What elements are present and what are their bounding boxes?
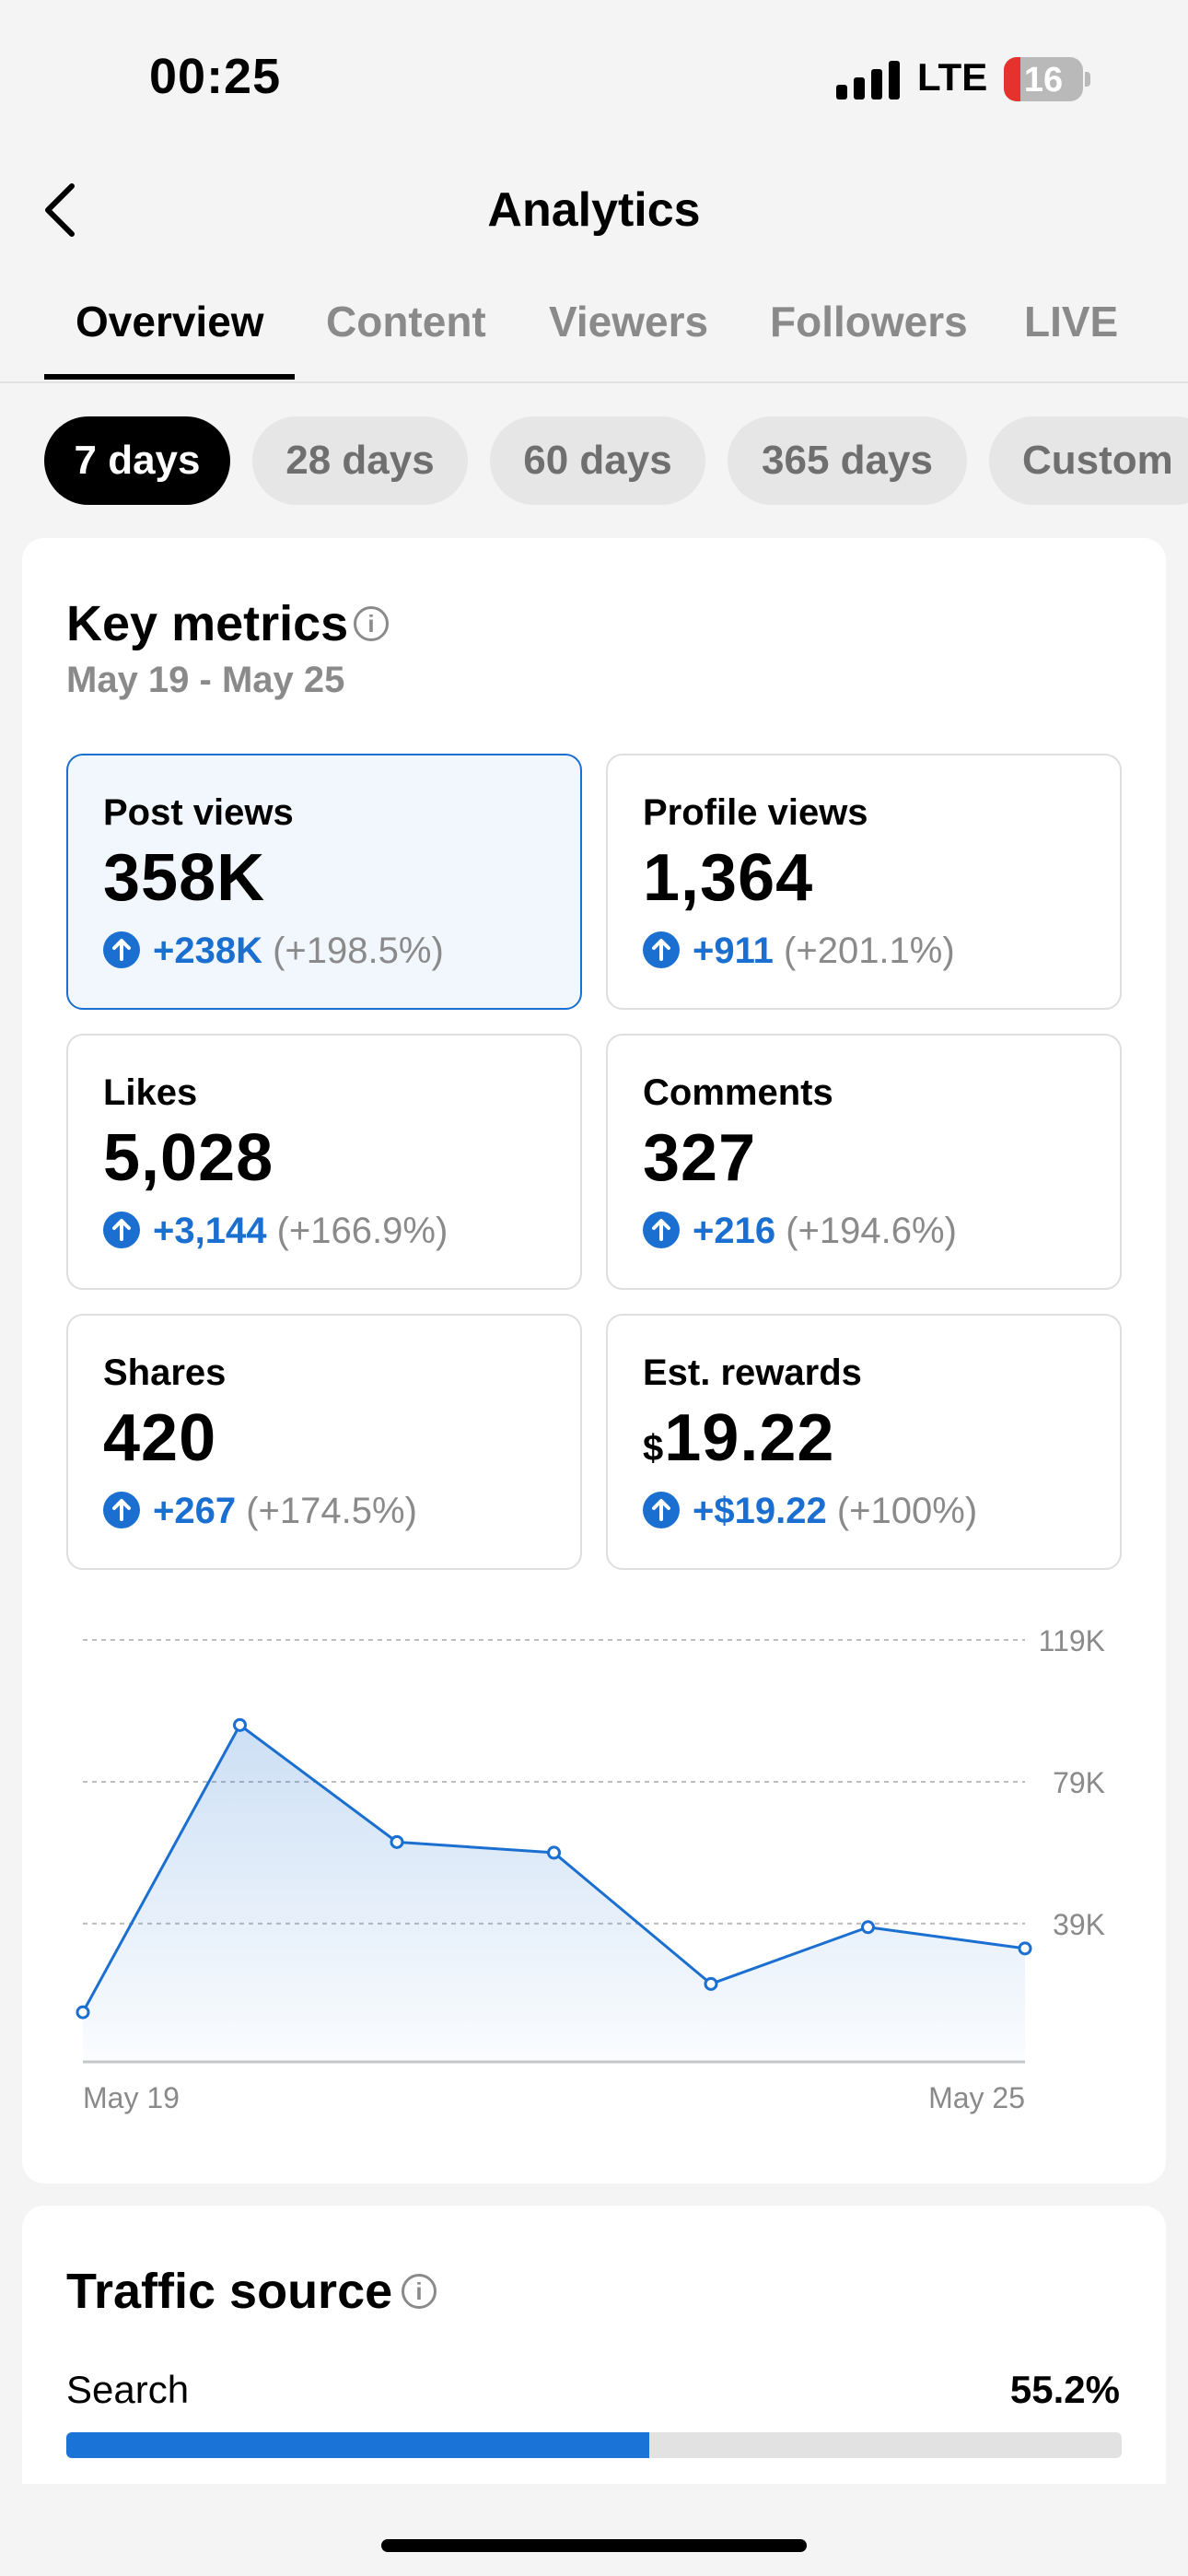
tab-content[interactable]: Content bbox=[326, 298, 486, 345]
x-tick-label: May 25 bbox=[928, 2081, 1025, 2114]
arrow-up-icon bbox=[103, 1492, 140, 1528]
metric-delta: +3,144 (+166.9%) bbox=[103, 1211, 448, 1252]
traffic-source-title: Traffic source bbox=[66, 2264, 393, 2319]
home-indicator[interactable] bbox=[381, 2539, 807, 2552]
tab-overview[interactable]: Overview bbox=[76, 298, 264, 345]
range-28-days[interactable]: 28 days bbox=[252, 416, 468, 505]
metric-value: 327 bbox=[643, 1121, 757, 1195]
arrow-up-icon bbox=[643, 1212, 680, 1248]
range-7-days[interactable]: 7 days bbox=[44, 416, 230, 505]
traffic-source-label: Search bbox=[66, 2368, 190, 2411]
post-views-chart[interactable]: 119K 79K 39K May 19 May 25 bbox=[55, 1603, 1142, 2119]
range-60-days[interactable]: 60 days bbox=[490, 416, 705, 505]
back-button[interactable] bbox=[41, 181, 81, 240]
data-point bbox=[390, 1834, 404, 1849]
metric-label: Est. rewards bbox=[643, 1352, 862, 1393]
metric-label: Post views bbox=[103, 792, 294, 833]
metric-delta: +911 (+201.1%) bbox=[643, 931, 955, 972]
battery-tip bbox=[1085, 72, 1090, 87]
metric-delta: +$19.22 (+100%) bbox=[643, 1491, 977, 1532]
tabs-divider bbox=[0, 381, 1188, 383]
metric-delta: +267 (+174.5%) bbox=[103, 1491, 417, 1532]
range-365-days[interactable]: 365 days bbox=[728, 416, 967, 505]
traffic-source-bar-fill bbox=[66, 2432, 649, 2458]
metric-delta-percent: (+166.9%) bbox=[276, 1211, 448, 1251]
metric-label: Comments bbox=[643, 1072, 833, 1113]
bottom-safe-area bbox=[0, 2484, 1188, 2576]
metric-delta: +238K (+198.5%) bbox=[103, 931, 444, 972]
y-tick-label: 79K bbox=[1053, 1766, 1105, 1799]
signal-strength-icon bbox=[836, 61, 901, 100]
metric-shares[interactable]: Shares 420 +267 (+174.5%) bbox=[66, 1314, 582, 1570]
metric-delta-value: +3,144 bbox=[153, 1211, 267, 1251]
battery-level: 16 bbox=[1023, 61, 1064, 100]
key-metrics-title: Key metrics bbox=[66, 595, 348, 652]
metric-delta-percent: (+194.6%) bbox=[786, 1211, 957, 1251]
metric-post-views[interactable]: Post views 358K +238K (+198.5%) bbox=[66, 754, 582, 1010]
metric-delta-value: +911 bbox=[693, 931, 774, 971]
tab-followers[interactable]: Followers bbox=[770, 298, 968, 345]
data-point bbox=[76, 2005, 90, 2020]
metric-value: 358K bbox=[103, 841, 266, 915]
metric-profile-views[interactable]: Profile views 1,364 +911 (+201.1%) bbox=[606, 754, 1122, 1010]
metric-label: Likes bbox=[103, 1072, 198, 1113]
page-title: Analytics bbox=[487, 183, 701, 237]
metric-value: 420 bbox=[103, 1401, 217, 1475]
metric-delta-value: +216 bbox=[693, 1211, 776, 1251]
metric-delta-value: +$19.22 bbox=[693, 1491, 827, 1531]
arrow-up-icon bbox=[643, 931, 680, 968]
data-point bbox=[1018, 1941, 1032, 1956]
metric-value: 5,028 bbox=[103, 1121, 274, 1195]
metric-value: 19.22 bbox=[664, 1401, 835, 1475]
data-point bbox=[233, 1717, 247, 1732]
info-icon[interactable]: i bbox=[402, 2274, 437, 2309]
battery-icon: 16 bbox=[1004, 57, 1083, 101]
metric-likes[interactable]: Likes 5,028 +3,144 (+166.9%) bbox=[66, 1034, 582, 1290]
arrow-up-icon bbox=[643, 1492, 680, 1528]
data-point bbox=[547, 1845, 561, 1860]
key-metrics-heading: Key metrics bbox=[66, 596, 349, 651]
range-custom[interactable]: Custom bbox=[989, 416, 1188, 505]
traffic-source-card bbox=[22, 2206, 1166, 2519]
chevron-left-icon bbox=[45, 183, 75, 237]
arrow-up-icon bbox=[103, 931, 140, 968]
status-time: 00:25 bbox=[149, 49, 282, 104]
y-tick-label: 39K bbox=[1053, 1908, 1105, 1941]
network-type: LTE bbox=[917, 55, 988, 99]
metric-delta: +216 (+194.6%) bbox=[643, 1211, 957, 1252]
metric-delta-percent: (+201.1%) bbox=[784, 931, 955, 971]
metric-label: Profile views bbox=[643, 792, 868, 833]
tab-viewers[interactable]: Viewers bbox=[549, 298, 709, 345]
data-point bbox=[704, 1976, 718, 1991]
metric-est-rewards[interactable]: Est. rewards $19.22 +$19.22 (+100%) bbox=[606, 1314, 1122, 1570]
tab-live[interactable]: LIVE bbox=[1024, 298, 1119, 345]
area-fill bbox=[83, 1725, 1025, 2062]
metric-delta-percent: (+198.5%) bbox=[273, 931, 444, 971]
active-tab-indicator bbox=[44, 374, 295, 380]
metric-comments[interactable]: Comments 327 +216 (+194.6%) bbox=[606, 1034, 1122, 1290]
traffic-source-bar bbox=[66, 2432, 1122, 2458]
metric-delta-value: +267 bbox=[153, 1491, 237, 1531]
currency-symbol: $ bbox=[643, 1428, 665, 1469]
x-tick-label: May 19 bbox=[83, 2081, 180, 2114]
info-icon[interactable]: i bbox=[354, 606, 389, 641]
data-point bbox=[861, 1920, 875, 1935]
metric-label: Shares bbox=[103, 1352, 227, 1393]
y-tick-label: 119K bbox=[1039, 1624, 1105, 1657]
metric-value-wrap: $19.22 bbox=[643, 1400, 834, 1476]
metric-delta-percent: (+100%) bbox=[836, 1491, 978, 1531]
metric-delta-percent: (+174.5%) bbox=[246, 1491, 417, 1531]
arrow-up-icon bbox=[103, 1212, 140, 1248]
traffic-source-value: 55.2% bbox=[1009, 2368, 1120, 2411]
metric-delta-value: +238K bbox=[153, 931, 262, 971]
metric-value: 1,364 bbox=[643, 841, 814, 915]
date-range: May 19 - May 25 bbox=[66, 660, 345, 700]
